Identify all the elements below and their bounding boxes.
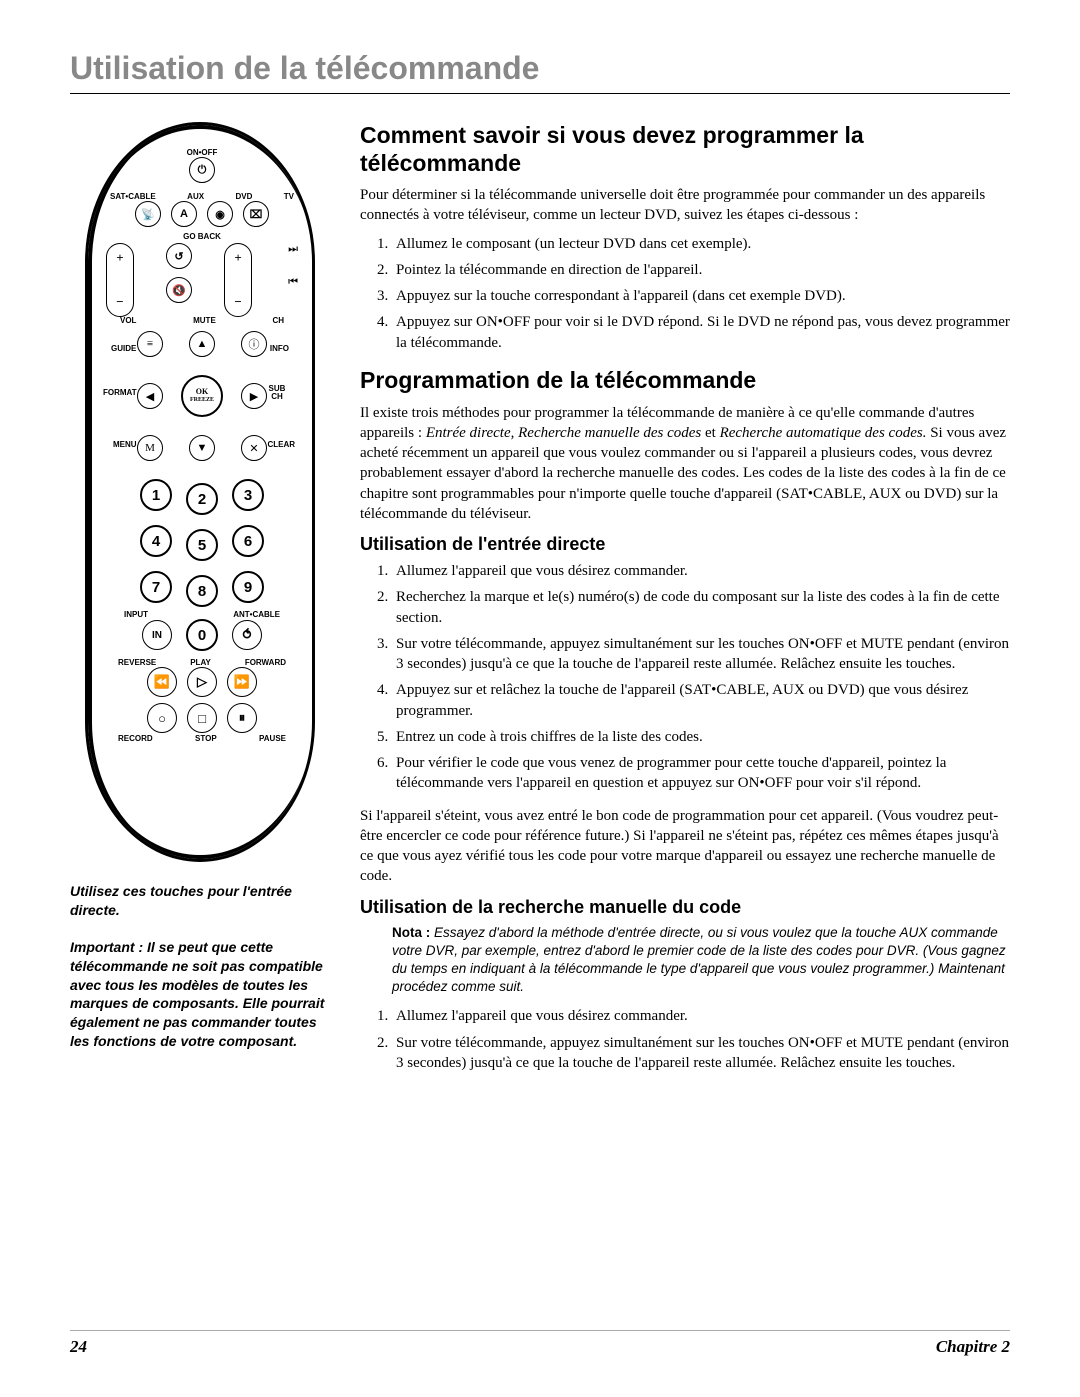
left-btn: ◀ — [137, 383, 163, 409]
guide-btn: ≡ — [137, 331, 163, 357]
power-icon: ⏻ — [189, 157, 215, 183]
remote-diagram: ON•OFF ⏻ SAT•CABLE AUX DVD TV 📡 A ◉ ⌧ — [85, 122, 315, 862]
list-item: Appuyez sur et relâchez la touche de l'a… — [392, 680, 1010, 721]
stop-label: STOP — [195, 735, 217, 743]
record-label: RECORD — [118, 735, 153, 743]
heading-programming: Programmation de la télécommande — [360, 367, 1010, 395]
aux-label: AUX — [187, 193, 204, 201]
list-item: Sur votre télécommande, appuyez simultan… — [392, 1033, 1010, 1074]
page-title: Utilisation de la télécommande — [70, 50, 1010, 94]
list-item: Pointez la télécommande en direction de … — [392, 260, 1010, 280]
input-btn: IN — [142, 620, 172, 650]
note: Nota : Essayez d'abord la méthode d'entr… — [392, 924, 1010, 997]
aux-btn: A — [171, 201, 197, 227]
list-item: Recherchez la marque et le(s) numéro(s) … — [392, 587, 1010, 628]
go-back-label: GO BACK — [106, 233, 298, 241]
ch-label: CH — [272, 317, 284, 325]
list-item: Pour vérifier le code que vous venez de … — [392, 753, 1010, 794]
pause-label: PAUSE — [259, 735, 286, 743]
info-btn: ⓘ — [241, 331, 267, 357]
list-item: Allumez l'appareil que vous désirez comm… — [392, 1006, 1010, 1026]
heading-manual-search: Utilisation de la recherche manuelle du … — [360, 897, 1010, 918]
sat-cable-label: SAT•CABLE — [110, 193, 156, 201]
left-column: ON•OFF ⏻ SAT•CABLE AUX DVD TV 📡 A ◉ ⌧ — [70, 122, 330, 1085]
list-2: Allumez l'appareil que vous désirez comm… — [360, 561, 1010, 794]
clear-btn: ✕ — [241, 435, 267, 461]
go-back-btn: ↺ — [166, 243, 192, 269]
num-5: 5 — [186, 529, 218, 561]
heading-direct-entry: Utilisation de l'entrée directe — [360, 534, 1010, 555]
chapter-label: Chapitre 2 — [936, 1337, 1010, 1357]
reverse-label: REVERSE — [118, 659, 156, 667]
input-label: INPUT — [124, 611, 148, 619]
intro-p1: Pour déterminer si la télécommande unive… — [360, 185, 1010, 226]
play-label: PLAY — [190, 659, 211, 667]
on-off-label: ON•OFF — [106, 149, 298, 157]
vol-label: VOL — [120, 317, 136, 325]
format-label: FORMAT — [103, 389, 137, 397]
footer: 24 Chapitre 2 — [70, 1330, 1010, 1357]
p3: Si l'appareil s'éteint, vous avez entré … — [360, 806, 1010, 887]
subch-label: SUB CH — [267, 385, 287, 401]
num-3: 3 — [232, 479, 264, 511]
list-3: Allumez l'appareil que vous désirez comm… — [360, 1006, 1010, 1073]
info-label: INFO — [270, 345, 289, 353]
num-2: 2 — [186, 483, 218, 515]
skip-back-icon: ⏮ — [288, 276, 298, 289]
dpad: ≡ ⓘ ▲ ◀ OK FREEZE ▶ ▼ M ✕ GUIDE INFO — [137, 331, 267, 461]
guide-label: GUIDE — [111, 345, 136, 353]
list-item: Entrez un code à trois chiffres de la li… — [392, 727, 1010, 747]
ant-cable-btn: ⥀ — [232, 620, 262, 650]
menu-btn: M — [137, 435, 163, 461]
page-number: 24 — [70, 1337, 87, 1357]
caption-1: Utilisez ces touches pour l'entrée direc… — [70, 882, 330, 920]
num-0: 0 — [186, 619, 218, 651]
list-item: Sur votre télécommande, appuyez simultan… — [392, 634, 1010, 675]
num-7: 7 — [140, 571, 172, 603]
num-8: 8 — [186, 575, 218, 607]
dvd-btn: ◉ — [207, 201, 233, 227]
reverse-btn: ⏪ — [147, 667, 177, 697]
forward-label: FORWARD — [245, 659, 286, 667]
mute-btn: 🔇 — [166, 277, 192, 303]
right-btn: ▶ — [241, 383, 267, 409]
up-btn: ▲ — [189, 331, 215, 357]
num-1: 1 — [140, 479, 172, 511]
tv-btn: ⌧ — [243, 201, 269, 227]
list-item: Appuyez sur ON•OFF pour voir si le DVD r… — [392, 312, 1010, 353]
sat-cable-btn: 📡 — [135, 201, 161, 227]
vol-rocker: +− — [106, 243, 134, 317]
clear-label: CLEAR — [267, 441, 295, 449]
forward-btn: ⏩ — [227, 667, 257, 697]
heading-check-program: Comment savoir si vous devez programmer … — [360, 122, 1010, 177]
menu-label: MENU — [113, 441, 137, 449]
dvd-label: DVD — [235, 193, 252, 201]
right-column: Comment savoir si vous devez programmer … — [360, 122, 1010, 1085]
content: ON•OFF ⏻ SAT•CABLE AUX DVD TV 📡 A ◉ ⌧ — [70, 122, 1010, 1085]
intro-p2: Il existe trois méthodes pour programmer… — [360, 403, 1010, 525]
list-item: Allumez l'appareil que vous désirez comm… — [392, 561, 1010, 581]
mute-label: MUTE — [193, 317, 216, 325]
record-btn: ○ — [147, 703, 177, 733]
num-6: 6 — [232, 525, 264, 557]
stop-btn: □ — [187, 703, 217, 733]
ok-btn: OK FREEZE — [181, 375, 223, 417]
skip-fwd-icon: ⏭ — [288, 243, 298, 256]
list-1: Allumez le composant (un lecteur DVD dan… — [360, 234, 1010, 353]
play-btn: ▷ — [187, 667, 217, 697]
down-btn: ▼ — [189, 435, 215, 461]
caption-2: Important : Il se peut que cette télécom… — [70, 938, 330, 1051]
num-4: 4 — [140, 525, 172, 557]
list-item: Appuyez sur la touche correspondant à l'… — [392, 286, 1010, 306]
ch-rocker: +− — [224, 243, 252, 317]
list-item: Allumez le composant (un lecteur DVD dan… — [392, 234, 1010, 254]
pause-btn: ⏸ — [227, 703, 257, 733]
tv-label: TV — [284, 193, 294, 201]
num-9: 9 — [232, 571, 264, 603]
ant-cable-label: ANT•CABLE — [233, 611, 280, 619]
